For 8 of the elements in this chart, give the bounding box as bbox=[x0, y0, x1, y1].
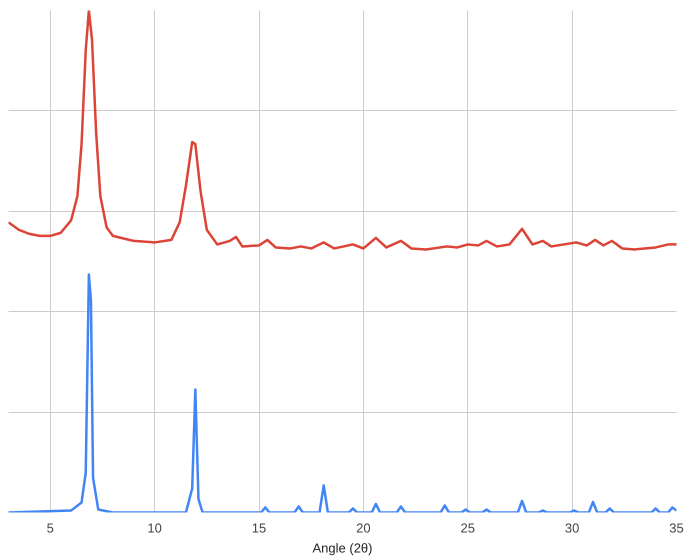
x-axis-title: Angle (2θ) bbox=[312, 540, 372, 556]
x-tick-label: 35 bbox=[669, 520, 684, 536]
x-tick-label: 25 bbox=[460, 520, 475, 536]
x-tick-label: 20 bbox=[356, 520, 371, 536]
x-tick-label: 5 bbox=[46, 520, 54, 536]
x-tick-label: 30 bbox=[564, 520, 580, 536]
x-tick-label: 10 bbox=[147, 520, 162, 536]
x-tick-label: 15 bbox=[252, 520, 266, 536]
